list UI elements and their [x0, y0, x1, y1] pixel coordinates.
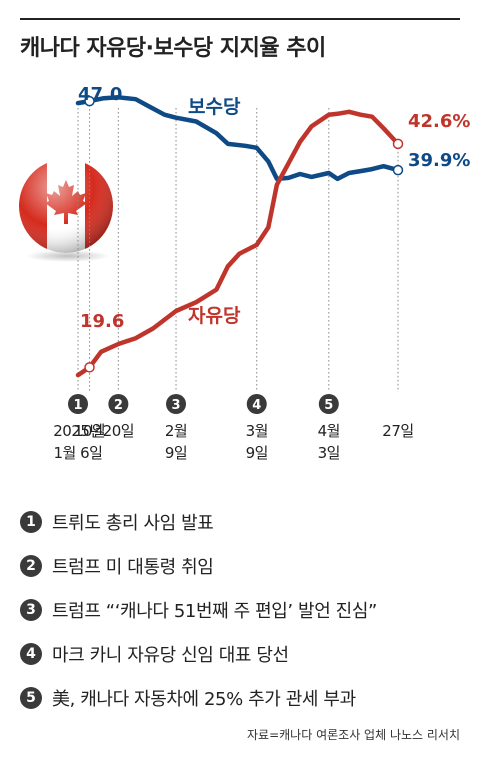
x-tick-label: 2025년 [53, 422, 102, 440]
event-item: 5 美, 캐나다 자동차에 25% 추가 관세 부과 [20, 676, 460, 720]
event-number-badge: 3 [20, 599, 42, 621]
data-label-end: 42.6% [408, 111, 470, 132]
data-label-start: 47.0 [78, 84, 122, 105]
x-tick-label: 3일 [318, 444, 340, 462]
x-tick-label: 4월 [318, 422, 340, 440]
event-marker-badge [166, 394, 187, 414]
x-tick-label: 9일 [246, 444, 268, 462]
series-line [75, 95, 401, 182]
event-marker-number: 5 [324, 398, 333, 413]
series-name-label: 보수당 [188, 96, 241, 118]
event-marker-number: 1 [73, 398, 82, 413]
event-text: 마크 카니 자유당 신임 대표 당선 [52, 645, 289, 666]
event-item: 2 트럼프 미 대통령 취임 [20, 544, 460, 588]
event-marker-badge [318, 394, 339, 414]
series-line [75, 109, 401, 378]
data-point-marker [84, 95, 95, 107]
event-marker-number: 3 [171, 398, 180, 413]
event-marker-number: 4 [252, 398, 261, 413]
top-rule [20, 18, 460, 20]
event-legend: 1 트뤼도 총리 사임 발표 2 트럼프 미 대통령 취임 3 트럼프 “‘캐나… [20, 500, 460, 720]
event-item: 4 마크 카니 자유당 신임 대표 당선 [20, 632, 460, 676]
event-marker-badge [108, 394, 129, 414]
x-tick-label: 3월 [246, 422, 268, 440]
x-tick-label: 10일 [74, 422, 105, 440]
chart-title: 캐나다 자유당·보수당 지지율 추이 [20, 36, 326, 61]
canada-flag-ball-icon [19, 159, 113, 262]
x-tick-label: 20일 [103, 422, 134, 440]
event-text: 트럼프 “‘캐나다 51번째 주 편입’ 발언 진심” [52, 601, 377, 622]
source-note: 자료=캐나다 여론조사 업체 나노스 리서치 [247, 728, 460, 742]
data-point-marker [392, 164, 404, 176]
event-marker-badge [246, 394, 267, 414]
x-tick-label: 1월 6일 [54, 444, 103, 462]
event-marker-number: 2 [114, 398, 123, 413]
event-number-badge: 4 [20, 643, 42, 665]
x-tick-label: 2월 [165, 422, 187, 440]
series-name-label: 자유당 [188, 305, 241, 327]
event-number-badge: 5 [20, 687, 42, 709]
data-point-marker [392, 138, 404, 150]
event-marker-badge [68, 394, 88, 414]
x-tick-label: 9일 [165, 444, 187, 462]
event-text: 트럼프 미 대통령 취임 [52, 557, 214, 578]
event-number-badge: 2 [20, 555, 42, 577]
event-number-badge: 1 [20, 511, 42, 533]
data-label-end: 39.9% [408, 150, 470, 171]
data-label-start: 19.6 [80, 311, 124, 332]
event-item: 1 트뤼도 총리 사임 발표 [20, 500, 460, 544]
data-point-marker [84, 362, 95, 373]
x-tick-label: 27일 [382, 422, 413, 440]
event-item: 3 트럼프 “‘캐나다 51번째 주 편입’ 발언 진심” [20, 588, 460, 632]
event-text: 美, 캐나다 자동차에 25% 추가 관세 부과 [52, 689, 356, 710]
event-text: 트뤼도 총리 사임 발표 [52, 513, 214, 534]
